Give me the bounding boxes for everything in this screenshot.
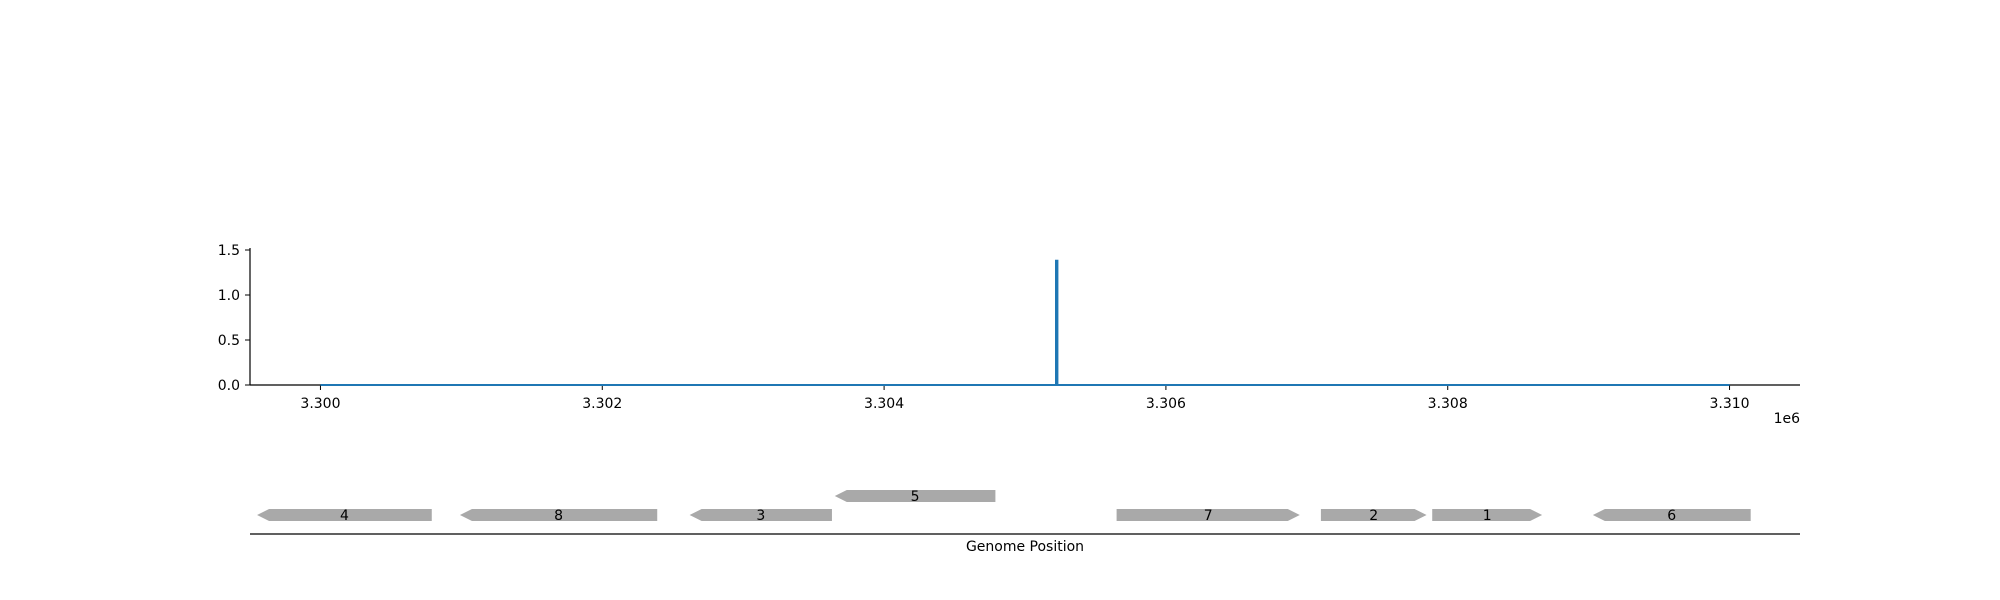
x-axis-label: Genome Position — [966, 539, 1084, 555]
gene-arrow — [1432, 509, 1543, 521]
gene-arrow — [1116, 509, 1300, 521]
y-tick-label: 1.5 — [218, 243, 240, 259]
x-tick-label: 3.306 — [1146, 396, 1186, 412]
y-tick-group: 0.0 0.5 1.0 1.5 — [218, 243, 250, 394]
coverage-series-line — [320, 259, 1730, 386]
gene-arrow — [834, 490, 996, 502]
x-tick-label: 3.308 — [1428, 396, 1468, 412]
gene-label: 2 — [1369, 508, 1378, 524]
gene-label: 5 — [911, 489, 920, 505]
x-tick-label: 3.304 — [864, 396, 904, 412]
gene-label: 8 — [554, 508, 563, 524]
y-tick-label: 0.5 — [218, 333, 240, 349]
gene-arrow — [1592, 509, 1751, 521]
x-offset-label: 1e6 — [1774, 411, 1801, 427]
gene-label: 4 — [340, 508, 349, 524]
gene-track: 4 8 3 5 7 2 1 6 Genome Position — [250, 489, 1800, 555]
x-tick-group: 3.300 3.302 3.304 3.306 3.308 3.310 — [300, 385, 1750, 412]
gene-label: 7 — [1204, 508, 1213, 524]
x-tick-label: 3.310 — [1709, 396, 1749, 412]
gene-group: 4 8 3 5 7 2 1 6 — [257, 489, 1751, 524]
series-group — [320, 259, 1730, 386]
coverage-plot: 0.00.51.01.5 3.300 3.302 3.304 3.306 3.308 3.… — [218, 243, 1800, 427]
gene-label: 3 — [756, 508, 765, 524]
gene-arrow — [257, 509, 432, 521]
gene-arrow — [689, 509, 832, 521]
y-tick-label: 0.0 — [218, 378, 240, 394]
gene-arrow — [1320, 509, 1427, 521]
gene-label: 1 — [1483, 508, 1492, 524]
x-tick-label: 3.302 — [582, 396, 622, 412]
x-tick-label: 3.300 — [300, 396, 340, 412]
y-tick-label: 1.0 — [218, 288, 240, 304]
gene-label: 6 — [1667, 508, 1676, 524]
gene-arrow — [459, 509, 658, 521]
